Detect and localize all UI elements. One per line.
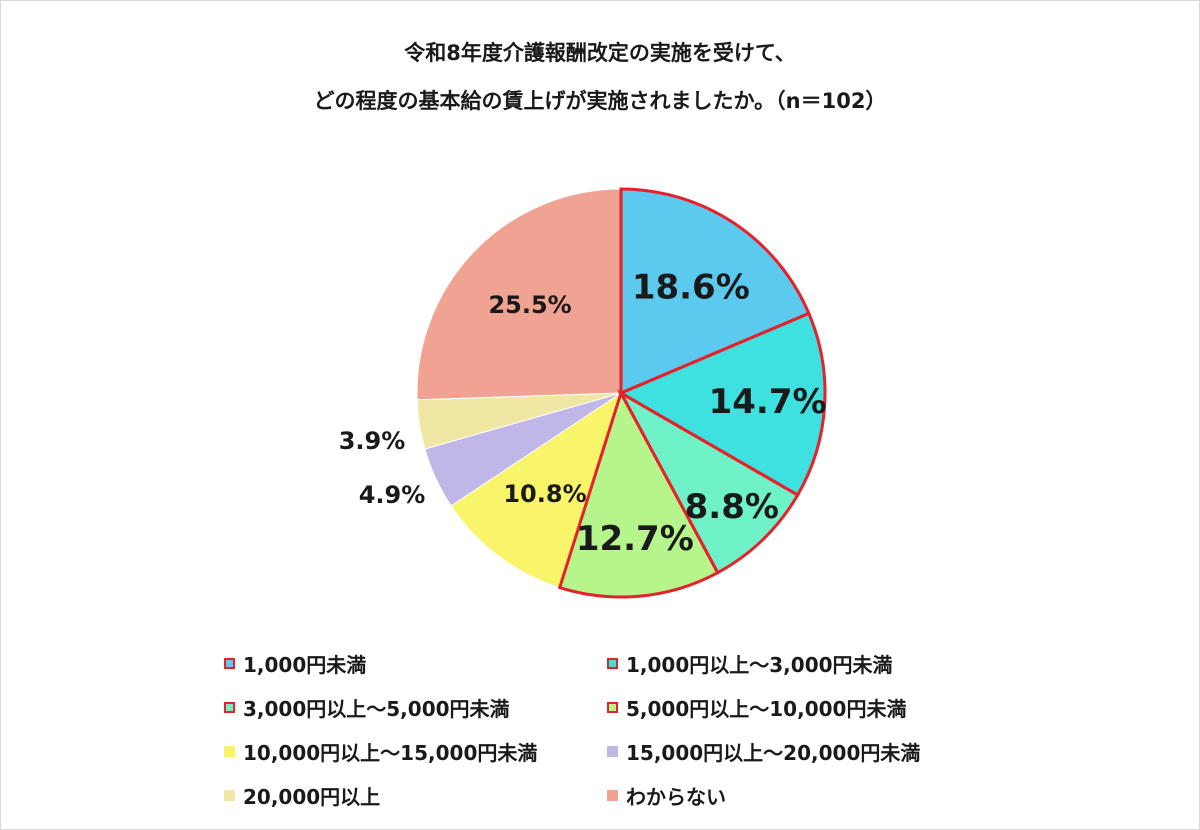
pie-slice-8 xyxy=(416,188,622,401)
pie-slice-5 xyxy=(450,391,622,589)
pie-slice-4-label: 12.7% xyxy=(576,519,694,559)
legend-item-5: 10,000円以上～15,000円未満 xyxy=(224,737,537,766)
pie-slice-8-label: 25.5% xyxy=(488,291,571,319)
pie-slice-4-highlight-border xyxy=(557,389,720,599)
legend-swatch-1 xyxy=(224,658,235,669)
legend-swatch-3 xyxy=(224,702,235,713)
legend-swatch-6 xyxy=(607,746,618,757)
pie-slice-2-highlight-border xyxy=(617,311,827,498)
pie-slice-2-label: 14.7% xyxy=(709,382,827,422)
legend-swatch-8 xyxy=(607,790,618,801)
legend-label-1: 1,000円未満 xyxy=(243,653,367,677)
legend-label-6: 15,000円以上～20,000円未満 xyxy=(626,741,921,765)
legend-label-4: 5,000円以上～10,000円未満 xyxy=(626,697,907,721)
legend-swatch-2 xyxy=(607,658,618,669)
legend-swatch-7 xyxy=(224,790,235,801)
pie-slice-7-label: 3.9% xyxy=(339,427,406,455)
legend-swatch-5 xyxy=(224,746,235,757)
legend-swatch-4 xyxy=(607,702,618,713)
legend-label-3: 3,000円以上～5,000円未満 xyxy=(243,697,510,721)
legend-item-7: 20,000円以上 xyxy=(224,781,380,810)
legend-item-2: 1,000円以上～3,000円未満 xyxy=(607,649,893,678)
legend-label-5: 10,000円以上～15,000円未満 xyxy=(243,741,538,765)
legend-item-1: 1,000円未満 xyxy=(224,649,366,678)
pie-slice-6-label: 4.9% xyxy=(359,481,426,509)
chart-title-line-1: 令和8年度介護報酬改定の実施を受けて、 xyxy=(404,41,796,65)
legend-label-7: 20,000円以上 xyxy=(243,785,381,809)
pie-slice-1-label: 18.6% xyxy=(632,268,750,308)
legend-item-4: 5,000円以上～10,000円未満 xyxy=(607,693,906,722)
legend-label-8: わからない xyxy=(626,785,726,809)
pie-slice-1-highlight-border xyxy=(619,187,811,396)
chart-title-line-2: どの程度の基本給の賃上げが実施されましたか。（n＝102） xyxy=(313,89,887,113)
pie-slice-5-label: 10.8% xyxy=(503,480,586,508)
legend-item-8: わからない xyxy=(607,781,726,810)
legend-item-3: 3,000円以上～5,000円未満 xyxy=(224,693,510,722)
pie-slice-3-label: 8.8% xyxy=(685,487,779,527)
legend-label-2: 1,000円以上～3,000円未満 xyxy=(626,653,893,677)
legend-item-6: 15,000円以上～20,000円未満 xyxy=(607,737,920,766)
pie-slice-3-highlight-border xyxy=(617,389,800,575)
